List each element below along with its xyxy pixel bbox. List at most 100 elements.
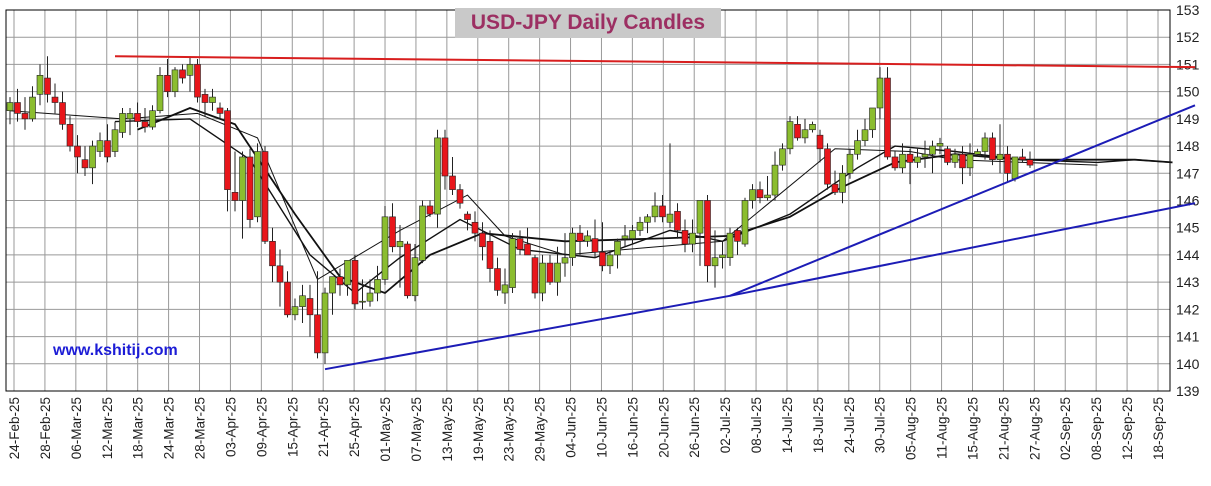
candle-up [119,113,126,133]
x-tick-label: 08-Jul-25 [749,397,764,453]
candle-up [186,64,194,76]
candle-down [426,205,434,215]
candle-up [651,205,659,218]
candle-down [674,211,681,231]
candle-down [179,69,186,79]
candle-down [141,121,149,128]
x-tick-label: 23-May-25 [502,397,517,462]
x-tick-label: 24-Jul-25 [842,397,857,453]
candle-down [246,156,254,220]
x-tick-label: 21-Aug-25 [996,397,1011,460]
candle-down [194,64,201,98]
candle-up [801,129,809,139]
candle-down [44,77,51,95]
x-tick-label: 03-Apr-25 [223,397,238,457]
candle-up [696,200,704,234]
x-tick-label: 28-Feb-25 [38,397,53,459]
candle-down [1004,153,1011,174]
candle-down [269,241,276,267]
candle-up [726,232,734,258]
candle-up [381,216,389,280]
candle-down [816,134,824,150]
candle-up [299,295,306,307]
candle-up [936,143,944,147]
candle-down [831,183,839,193]
candle-down [441,137,449,177]
x-tick-label: 12-Sep-25 [1120,397,1135,460]
candle-down [944,148,951,163]
candle-up [359,300,366,303]
candle-down [351,260,359,305]
candle-up [411,257,419,297]
y-tick-label: 140 [1176,356,1200,372]
x-tick-label: 10-Jun-25 [594,397,609,458]
candle-up [36,75,44,95]
candle-up [764,194,771,199]
candle-down [479,232,486,248]
candle-up [786,121,794,150]
candle-up [876,77,884,109]
x-tick-label: 04-Jun-25 [564,397,579,458]
candle-up [419,205,426,261]
candle-down [824,148,831,185]
candle-up [861,129,869,141]
candle-up [539,262,546,294]
candle-down [531,257,539,294]
candle-down [591,238,599,253]
candle-up [561,257,569,264]
candle-down [66,124,74,147]
candle-down [104,140,111,158]
x-tick-label: 27-Aug-25 [1027,397,1042,460]
y-tick-label: 141 [1176,329,1200,345]
y-tick-label: 145 [1176,220,1200,236]
x-tick-label: 16-Jun-25 [625,397,640,458]
y-tick-label: 152 [1176,29,1200,45]
candle-up [29,96,36,120]
candle-up [149,110,156,128]
candle-up [966,153,974,169]
y-tick-label: 142 [1176,301,1200,317]
candle-down [884,77,891,158]
x-tick-label: 28-Mar-25 [193,397,208,459]
x-tick-label: 18-Jul-25 [811,397,826,453]
candle-up [749,189,756,201]
candle-down [1026,159,1034,166]
candle-up [396,241,404,248]
y-tick-label: 150 [1176,84,1200,100]
y-tick-label: 153 [1176,2,1200,18]
candle-down [276,265,284,283]
x-tick-label: 26-Jun-25 [687,397,702,458]
y-tick-label: 147 [1176,165,1200,181]
x-tick-label: 18-Mar-25 [131,397,146,459]
candle-down [164,75,171,92]
candle-down [284,281,291,316]
candle-up [666,213,674,223]
x-tick-label: 18-Sep-25 [1151,397,1166,460]
candle-up [839,172,846,193]
candle-down [599,251,606,267]
candle-down [576,232,584,242]
candle-up [921,153,929,158]
candle-up [689,232,696,245]
x-tick-label: 12-Mar-25 [100,397,115,459]
y-tick-label: 144 [1176,247,1200,263]
candle-down [134,113,141,122]
candle-up [996,153,1004,160]
candle-up [809,124,816,131]
candle-down [306,298,314,316]
candle-up [569,232,576,258]
candle-up [869,107,876,131]
candle-up [929,145,936,155]
candle-down [51,96,59,103]
candle-up [111,129,119,152]
watermark-link[interactable]: www.kshitij.com [53,342,178,359]
candle-up [156,75,164,111]
candle-up [636,221,644,231]
x-tick-label: 24-Mar-25 [162,397,177,459]
candle-down [794,124,801,139]
x-tick-label: 19-May-25 [471,397,486,462]
candle-up [239,156,246,201]
candle-up [914,156,921,163]
x-tick-label: 02-Jul-25 [718,397,733,453]
